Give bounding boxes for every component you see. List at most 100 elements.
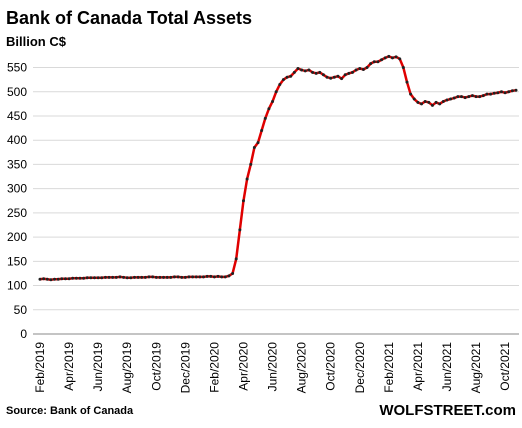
marker [71,276,75,280]
marker [441,99,445,103]
marker [231,271,235,275]
marker [96,276,100,280]
y-tick-label: 100 [7,279,27,293]
marker [151,275,155,279]
marker [311,70,315,74]
marker [285,75,289,79]
marker [183,275,187,279]
marker [303,69,307,73]
marker [111,275,115,279]
marker [434,100,438,104]
marker [321,73,325,77]
marker [45,277,49,281]
marker [205,274,209,278]
marker [212,275,216,279]
marker [118,275,122,279]
marker [347,71,351,75]
marker [38,277,42,281]
marker [332,75,336,79]
marker [510,89,514,93]
marker [278,82,282,86]
marker [241,199,245,203]
marker [507,90,511,94]
marker [267,107,271,111]
x-tick-label: Dec/2019 [178,342,192,394]
y-tick-label: 250 [7,206,27,220]
marker [420,102,424,106]
marker [216,274,220,278]
x-tick-label: Dec/2020 [353,342,367,394]
y-tick-label: 0 [20,327,27,341]
marker [42,277,46,281]
marker [223,275,227,279]
x-tick-label: Jun/2020 [266,342,280,392]
marker [409,92,413,96]
marker [136,275,140,279]
marker [74,276,78,280]
marker [122,275,126,279]
marker [401,66,405,70]
marker [271,99,275,103]
marker [249,162,253,166]
marker [383,56,387,60]
marker [89,276,93,280]
marker [187,275,191,279]
marker [209,274,213,278]
y-tick-label: 400 [7,133,27,147]
marker [398,57,402,61]
marker [158,275,162,279]
marker [376,60,380,64]
y-tick-label: 450 [7,109,27,123]
marker [93,276,97,280]
chart-title: Bank of Canada Total Assets [6,8,252,28]
chart-subtitle: Billion C$ [6,34,67,49]
marker [354,68,358,72]
x-tick-label: Apr/2019 [62,342,76,391]
marker [340,77,344,81]
marker [445,98,449,102]
marker [154,275,158,279]
marker [85,276,89,280]
marker [423,99,427,103]
marker [350,70,354,74]
marker [67,277,71,281]
marker [499,90,503,94]
marker [296,67,300,71]
marker [390,56,394,60]
marker [180,275,184,279]
x-tick-label: Jun/2019 [91,342,105,392]
marker [165,275,169,279]
marker [256,141,260,145]
marker [438,102,442,106]
marker [289,74,293,78]
marker [467,95,471,99]
marker [336,74,340,78]
x-tick-label: Apr/2020 [236,342,250,391]
marker [318,70,322,74]
marker [176,275,180,279]
x-tick-label: Aug/2021 [469,342,483,394]
line [39,55,517,281]
marker [49,278,53,282]
brand: WOLFSTREET.com [379,402,516,419]
marker [78,276,82,280]
marker [107,275,111,279]
marker [412,97,416,101]
marker [132,275,136,279]
marker [492,91,496,95]
marker [169,275,173,279]
marker [56,277,60,281]
marker [380,58,384,62]
marker [361,67,365,71]
source: Source: Bank of Canada [6,405,134,417]
x-tick-label: Apr/2021 [411,342,425,391]
y-tick-label: 350 [7,157,27,171]
marker [459,95,463,99]
marker [478,95,482,99]
x-tick-label: Aug/2019 [120,342,134,394]
marker [514,88,518,92]
marker [252,145,256,149]
marker [325,75,329,79]
y-tick-label: 500 [7,85,27,99]
marker [114,275,118,279]
